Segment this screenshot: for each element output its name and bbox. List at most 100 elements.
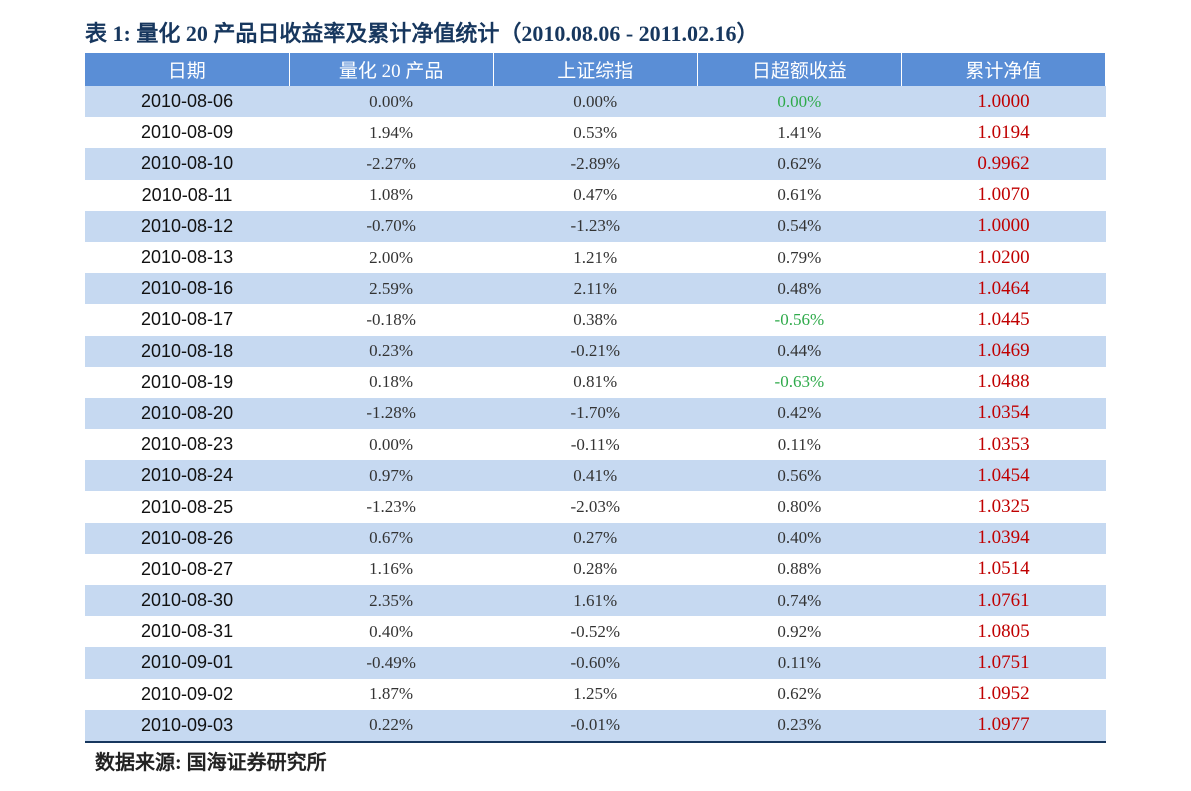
- table-cell: -0.63%: [774, 372, 825, 392]
- table-cell: 2010-08-11: [141, 184, 233, 205]
- table-cell: 1.25%: [573, 684, 618, 704]
- table-cell: 2010-08-30: [85, 585, 290, 617]
- table-cell: -0.56%: [774, 309, 825, 329]
- table-cell: -0.18%: [366, 309, 416, 329]
- table-cell: 0.9962: [901, 148, 1106, 180]
- table-cell: 1.0325: [977, 496, 1030, 518]
- table-cell: 0.74%: [697, 585, 902, 617]
- header-cell: 上证综指: [493, 53, 698, 86]
- table-cell: 1.21%: [573, 247, 618, 267]
- table-body: 2010-08-06 0.00% 0.00% 0.00% 1.0000 2010-08-0…: [85, 86, 1106, 743]
- table-cell: 0.23%: [697, 709, 902, 743]
- table-row: 2010-08-20 -1.28% -1.70% 0.42% 1.0354: [85, 397, 1106, 430]
- table-cell: 0.11%: [777, 434, 821, 454]
- table-cell: 0.40%: [369, 621, 414, 641]
- table-cell: 2010-08-31: [141, 621, 234, 642]
- table-cell: 1.0514: [977, 558, 1030, 580]
- table-cell: 0.67%: [289, 522, 494, 554]
- table-row: 2010-08-10 -2.27% -2.89% 0.62% 0.9962: [85, 148, 1106, 180]
- table-cell: 0.00%: [369, 434, 414, 454]
- table-cell: 0.97%: [289, 460, 494, 492]
- table-cell: 1.0354: [901, 397, 1106, 430]
- table-cell: 1.41%: [777, 122, 822, 142]
- table-cell: 0.47%: [573, 185, 618, 205]
- table-cell: 0.11%: [697, 647, 902, 679]
- header-cell: 量化 20 产品: [289, 53, 494, 86]
- table-cell: 2010-08-13: [141, 247, 234, 268]
- table-cell: 2010-09-03: [85, 709, 290, 743]
- table-cell: -1.28%: [289, 397, 494, 430]
- table-row: 2010-08-23 0.00% -0.11% 0.11% 1.0353: [85, 429, 1106, 460]
- table-cell: 2010-08-24: [85, 460, 290, 492]
- table-row: 2010-08-16 2.59% 2.11% 0.48% 1.0464: [85, 273, 1106, 305]
- table-cell: 0.38%: [573, 309, 618, 329]
- table-cell: -2.27%: [289, 148, 494, 180]
- table-row: 2010-08-18 0.23% -0.21% 0.44% 1.0469: [85, 335, 1106, 367]
- table-cell: 0.42%: [697, 397, 902, 430]
- table-cell: 2010-08-26: [85, 522, 290, 554]
- table-cell: 1.0353: [977, 433, 1030, 455]
- table-cell: 0.81%: [573, 372, 618, 392]
- table-cell: -0.01%: [493, 709, 698, 743]
- header-cell: 日超额收益: [697, 53, 902, 86]
- table-title: 表 1: 量化 20 产品日收益率及累计净值统计（2010.08.06 - 20…: [85, 21, 759, 46]
- table-cell: -0.60%: [493, 647, 698, 679]
- table-cell: -0.21%: [493, 335, 698, 367]
- table-cell: 0.00%: [289, 86, 494, 118]
- table-cell: 1.0751: [901, 647, 1106, 679]
- table-cell: 1.0952: [977, 683, 1030, 705]
- table-cell: 0.48%: [697, 273, 902, 305]
- table-row: 2010-08-13 2.00% 1.21% 0.79% 1.0200: [85, 242, 1106, 273]
- table-cell: 2010-08-20: [85, 397, 290, 430]
- table-cell: 1.0194: [977, 121, 1030, 143]
- table-cell: 0.44%: [697, 335, 902, 367]
- table-row: 2010-09-02 1.87% 1.25% 0.62% 1.0952: [85, 679, 1106, 710]
- table-cell: 0.53%: [573, 122, 618, 142]
- table-cell: 0.23%: [289, 335, 494, 367]
- table-cell: 2.11%: [493, 273, 698, 305]
- data-table: 日期 量化 20 产品 上证综指 日超额收益 累计净值 2010-08-06 0.00% 0…: [85, 53, 1107, 743]
- table-cell: 1.0000: [901, 210, 1106, 242]
- header-row: 日期 量化 20 产品 上证综指 日超额收益 累计净值: [85, 53, 1107, 86]
- table-cell: 0.22%: [289, 709, 494, 743]
- table-row: 2010-08-09 1.94% 0.53% 1.41% 1.0194: [85, 117, 1106, 148]
- table-cell: 0.00%: [697, 86, 902, 118]
- source-note: 数据来源: 国海证券研究所: [95, 752, 327, 774]
- table-row: 2010-08-19 0.18% 0.81% -0.63% 1.0488: [85, 367, 1106, 398]
- table-cell: 0.41%: [493, 460, 698, 492]
- table-cell: -2.03%: [570, 497, 621, 517]
- table-cell: 0.61%: [777, 185, 822, 205]
- table-row: 2010-08-12 -0.70% -1.23% 0.54% 1.0000: [85, 210, 1106, 242]
- table-cell: 0.92%: [777, 621, 822, 641]
- header-cell: 日期: [85, 53, 290, 86]
- table-cell: 1.0488: [977, 371, 1030, 393]
- table-row: 2010-08-25 -1.23% -2.03% 0.80% 1.0325: [85, 491, 1106, 522]
- table-cell: -0.49%: [289, 647, 494, 679]
- table-cell: 0.88%: [777, 559, 822, 579]
- table-cell: 1.16%: [369, 559, 414, 579]
- table-cell: 1.0761: [901, 585, 1106, 617]
- table-cell: 2010-08-17: [141, 309, 234, 330]
- table-cell: 1.87%: [369, 684, 414, 704]
- table-cell: 1.0469: [901, 335, 1106, 367]
- table-cell: 2010-08-19: [141, 371, 234, 392]
- table-cell: 2010-08-25: [141, 496, 234, 517]
- table-cell: 2010-08-06: [85, 86, 290, 118]
- table-cell: 2.00%: [369, 247, 414, 267]
- table-row: 2010-08-17 -0.18% 0.38% -0.56% 1.0445: [85, 304, 1106, 335]
- table-cell: 1.0200: [977, 246, 1030, 268]
- table-cell: 0.54%: [697, 210, 902, 242]
- table-cell: 0.27%: [493, 522, 698, 554]
- table-cell: 0.56%: [697, 460, 902, 492]
- table-row: 2010-08-27 1.16% 0.28% 0.88% 1.0514: [85, 554, 1106, 585]
- table-row: 2010-08-31 0.40% -0.52% 0.92% 1.0805: [85, 616, 1106, 647]
- table-row: 2010-08-26 0.67% 0.27% 0.40% 1.0394: [85, 522, 1106, 554]
- table-cell: 0.62%: [777, 684, 822, 704]
- table-row: 2010-09-01 -0.49% -0.60% 0.11% 1.0751: [85, 647, 1106, 679]
- table-cell: -0.70%: [289, 210, 494, 242]
- table-cell: 0.80%: [777, 497, 822, 517]
- table-cell: 2010-08-18: [85, 335, 290, 367]
- table-cell: 2010-08-12: [85, 210, 290, 242]
- table-cell: -1.23%: [493, 210, 698, 242]
